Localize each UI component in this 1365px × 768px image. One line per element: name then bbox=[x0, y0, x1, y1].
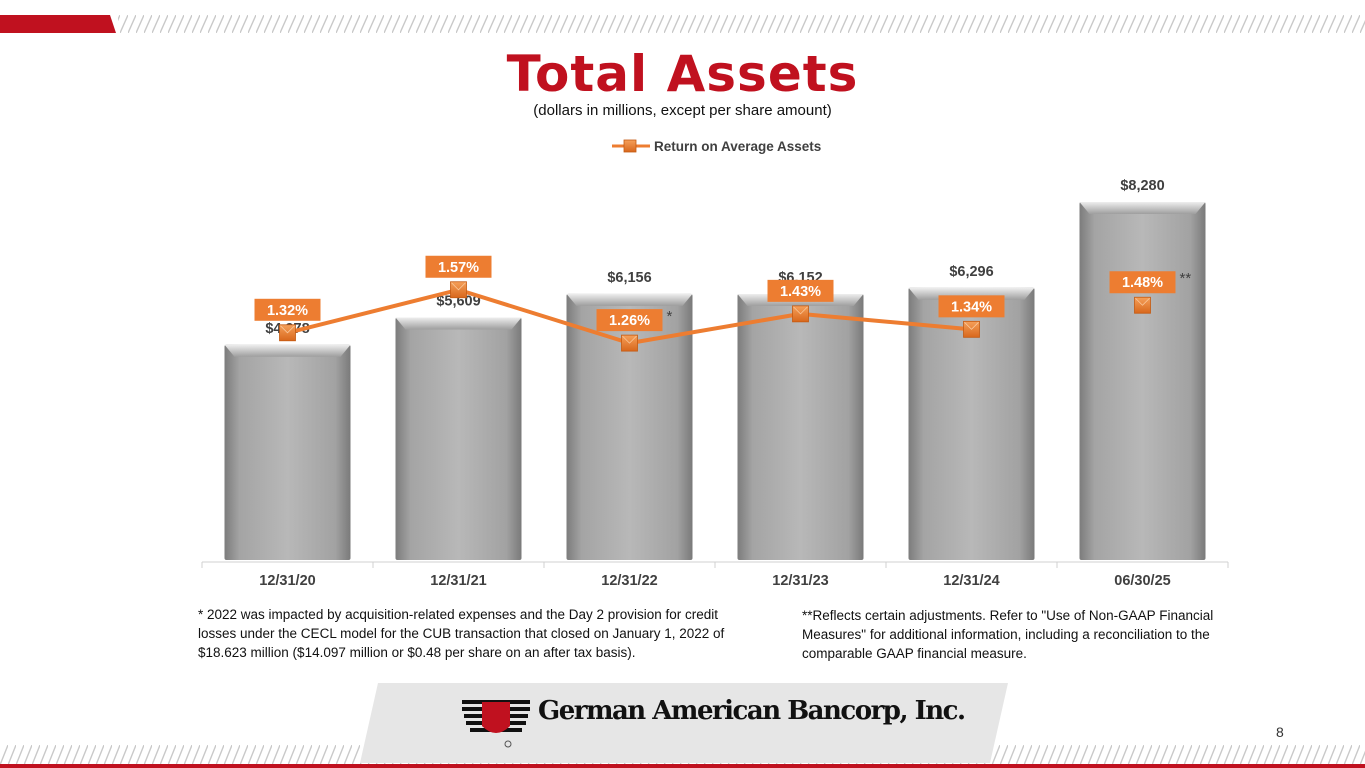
bar-total-assets bbox=[737, 294, 864, 560]
roa-label-box bbox=[425, 255, 492, 278]
roa-value-label: 1.32% bbox=[267, 303, 308, 319]
bar-top-bevel bbox=[224, 344, 351, 357]
roa-label-box bbox=[767, 279, 834, 302]
legend-marker-swatch bbox=[623, 139, 637, 153]
roa-marker-highlight bbox=[622, 335, 637, 344]
roa-marker-highlight bbox=[1135, 297, 1150, 306]
bar-value-label: $8,280 bbox=[1120, 178, 1164, 194]
bar-total-assets bbox=[566, 293, 693, 560]
roa-value-label: 1.43% bbox=[780, 284, 821, 300]
x-axis-tick-label: 12/31/21 bbox=[430, 573, 486, 589]
bar-total-assets bbox=[1079, 202, 1206, 560]
chart-legend: Return on Average Assets bbox=[612, 139, 821, 154]
top-accent-bar bbox=[0, 15, 1365, 33]
roa-label-box bbox=[938, 295, 1005, 318]
roa-value-label: 1.34% bbox=[951, 299, 992, 315]
bar-value-label: $5,609 bbox=[436, 293, 480, 309]
roa-label-box bbox=[254, 298, 321, 321]
bar-value-label: $6,296 bbox=[949, 264, 993, 280]
x-axis-tick-label: 12/31/23 bbox=[772, 573, 828, 589]
roa-footnote-marker: * bbox=[667, 308, 673, 325]
bar-top-bevel bbox=[395, 317, 522, 330]
bar-value-label: $6,156 bbox=[607, 270, 651, 286]
roa-label-box bbox=[596, 309, 663, 332]
page-number: 8 bbox=[1276, 724, 1284, 740]
roa-footnote-marker: ** bbox=[1180, 270, 1192, 287]
roa-label-box bbox=[1109, 271, 1176, 294]
roa-marker-highlight bbox=[451, 282, 466, 291]
page-subtitle: (dollars in millions, except per share a… bbox=[533, 102, 832, 119]
total-assets-chart: Return on Average Assets $4,978$5,609$6,… bbox=[201, 139, 1229, 589]
bar-total-assets bbox=[224, 344, 351, 560]
roa-marker-highlight bbox=[964, 322, 979, 330]
company-name: German American Bancorp, Inc. bbox=[538, 696, 966, 726]
roa-marker-highlight bbox=[793, 306, 808, 315]
legend-entry-roa: Return on Average Assets bbox=[654, 139, 821, 154]
x-axis-tick-label: 12/31/22 bbox=[601, 573, 657, 589]
roa-marker-highlight bbox=[280, 325, 295, 334]
bar-top-bevel bbox=[1079, 202, 1206, 214]
bar-total-assets bbox=[908, 287, 1035, 560]
roa-value-label: 1.48% bbox=[1122, 275, 1163, 291]
footnote-2022: * 2022 was impacted by acquisition-relat… bbox=[198, 607, 725, 660]
roa-value-label: 1.57% bbox=[438, 260, 479, 276]
roa-value-label: 1.26% bbox=[609, 313, 650, 329]
bar-total-assets bbox=[395, 317, 522, 560]
x-axis-tick-label: 12/31/20 bbox=[259, 573, 315, 589]
company-logo-mark bbox=[462, 700, 530, 748]
footnote-non-gaap: **Reflects certain adjustments. Refer to… bbox=[802, 608, 1214, 661]
x-axis-tick-label: 12/31/24 bbox=[943, 573, 999, 589]
x-axis-tick-label: 06/30/25 bbox=[1114, 573, 1170, 589]
bar-top-bevel bbox=[566, 293, 693, 306]
page-title: Total Assets bbox=[506, 45, 859, 103]
